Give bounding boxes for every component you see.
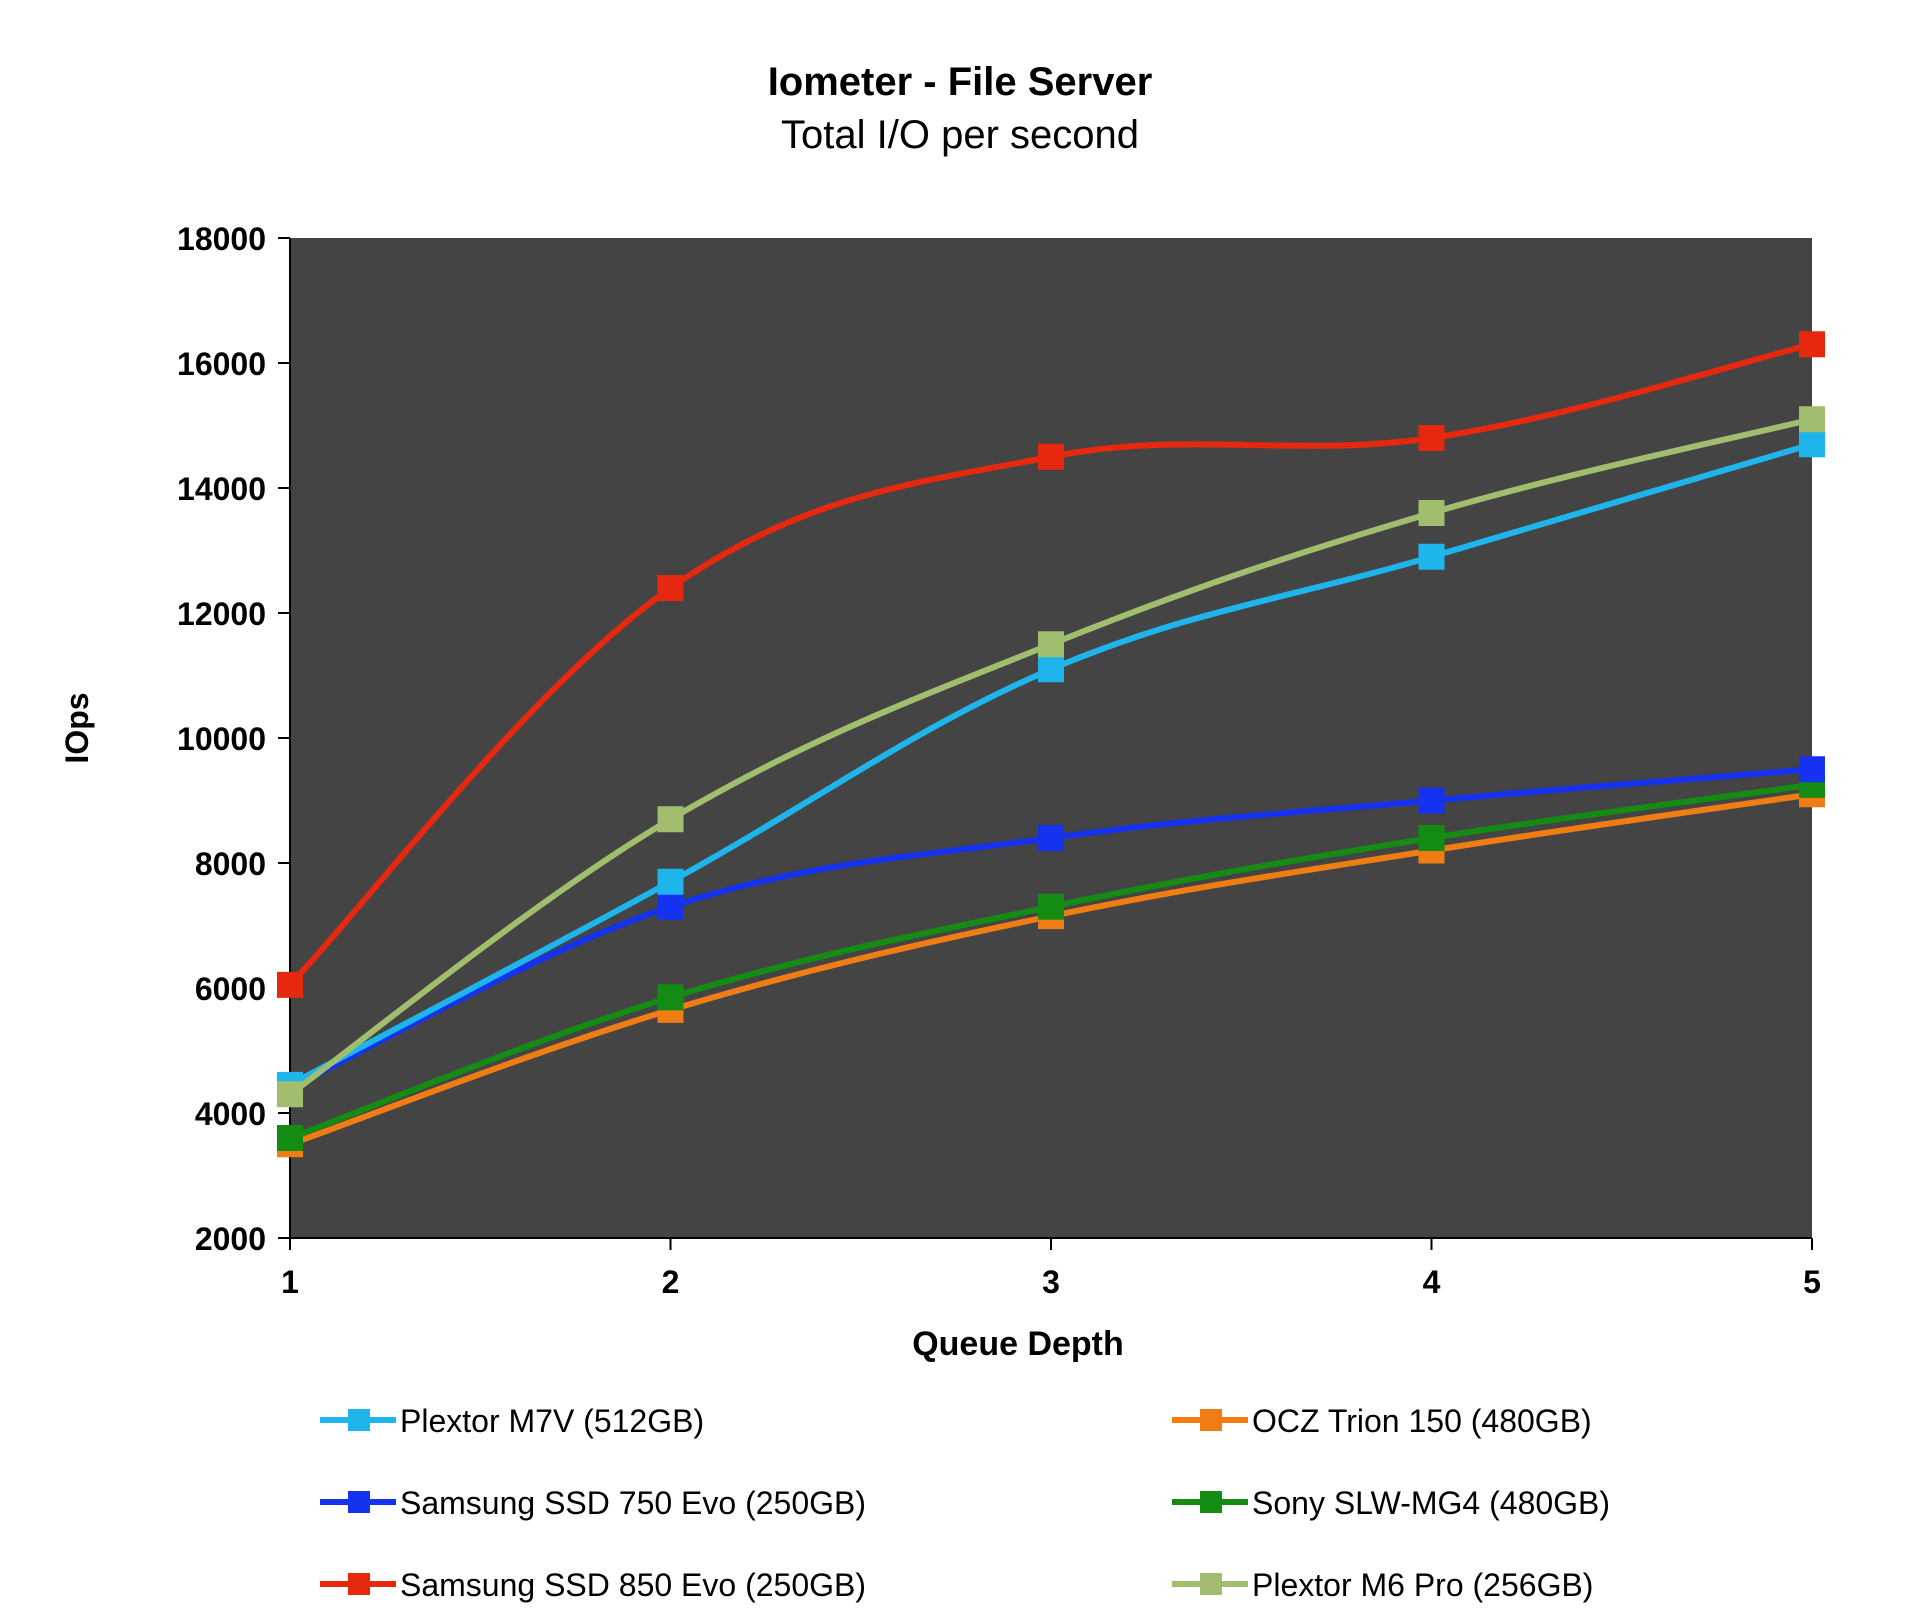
data-point-marker [1799, 756, 1825, 783]
data-point-marker [1799, 331, 1825, 358]
x-tick-label: 4 [1423, 1264, 1441, 1300]
series-line [287, 341, 1815, 988]
legend-item: Samsung SSD 850 Evo (250GB) [320, 1567, 866, 1603]
data-point-marker [1418, 500, 1445, 526]
legend-item: Sony SLW-MG4 (480GB) [1172, 1485, 1610, 1521]
y-tick-label: 12000 [177, 596, 266, 632]
legend-marker [1200, 1491, 1222, 1513]
series-group [277, 431, 1825, 1098]
x-tick-label: 3 [1042, 1264, 1060, 1300]
x-tick-label: 2 [662, 1264, 680, 1300]
legend-item: Samsung SSD 750 Evo (250GB) [320, 1485, 866, 1521]
y-tick-label: 4000 [195, 1096, 266, 1132]
x-tick-label: 1 [281, 1264, 299, 1300]
x-axis-label: Queue Depth [912, 1325, 1124, 1363]
x-tick-label: 5 [1803, 1264, 1821, 1300]
series-group [277, 406, 1825, 1108]
legend-marker [348, 1573, 370, 1595]
x-axis: 1 2 3 4 5 [281, 1237, 1821, 1300]
legend-marker [1200, 1409, 1222, 1431]
legend-item: OCZ Trion 150 (480GB) [1172, 1403, 1592, 1439]
data-point-marker [1418, 825, 1445, 851]
data-point-marker [657, 984, 684, 1011]
data-point-marker [1418, 543, 1445, 570]
legend-item: Plextor M7V (512GB) [320, 1403, 704, 1439]
data-point-marker [1418, 425, 1445, 451]
y-tick-label: 16000 [177, 346, 266, 382]
data-point-marker [657, 575, 684, 601]
series-group [277, 331, 1825, 998]
data-point-marker [277, 971, 303, 998]
data-point-marker [1038, 631, 1064, 658]
data-point-marker [657, 806, 684, 833]
data-point-marker [1799, 406, 1825, 433]
data-point-marker [657, 893, 684, 920]
legend-marker [1200, 1573, 1222, 1595]
data-point-marker [1038, 893, 1064, 920]
series-group [277, 771, 1825, 1151]
y-tick-label: 2000 [195, 1221, 266, 1257]
legend-label: Plextor M6 Pro (256GB) [1252, 1567, 1593, 1603]
legend-marker [348, 1409, 370, 1431]
data-point-marker [1038, 656, 1064, 683]
legend: Plextor M7V (512GB) OCZ Trion 150 (480GB)… [320, 1403, 1610, 1603]
chart-title: Iometer - File Server [768, 60, 1153, 104]
plot-area [290, 238, 1812, 1238]
y-tick-label: 18000 [177, 221, 266, 257]
y-tick-label: 14000 [177, 471, 266, 507]
data-point-marker [277, 1081, 303, 1108]
y-tick-label: 10000 [177, 721, 266, 757]
data-point-marker [277, 1125, 303, 1151]
series-layer [277, 331, 1825, 1158]
y-axis: 2000 4000 6000 8000 10000 12000 14000 16000 1800… [177, 221, 291, 1257]
chart-subtitle: Total I/O per second [781, 113, 1139, 157]
data-point-marker [1418, 787, 1445, 814]
y-axis-label: IOps [59, 692, 95, 763]
y-tick-label: 8000 [195, 846, 266, 882]
legend-label: Samsung SSD 750 Evo (250GB) [400, 1485, 866, 1521]
data-point-marker [1799, 431, 1825, 458]
legend-label: Sony SLW-MG4 (480GB) [1252, 1485, 1610, 1521]
data-point-marker [657, 868, 684, 895]
legend-label: Samsung SSD 850 Evo (250GB) [400, 1567, 866, 1603]
legend-item: Plextor M6 Pro (256GB) [1172, 1567, 1593, 1603]
data-point-marker [1038, 825, 1064, 851]
y-tick-label: 6000 [195, 971, 266, 1007]
legend-label: OCZ Trion 150 (480GB) [1252, 1403, 1592, 1439]
legend-label: Plextor M7V (512GB) [400, 1403, 704, 1439]
data-point-marker [1038, 443, 1064, 470]
legend-marker [348, 1491, 370, 1513]
